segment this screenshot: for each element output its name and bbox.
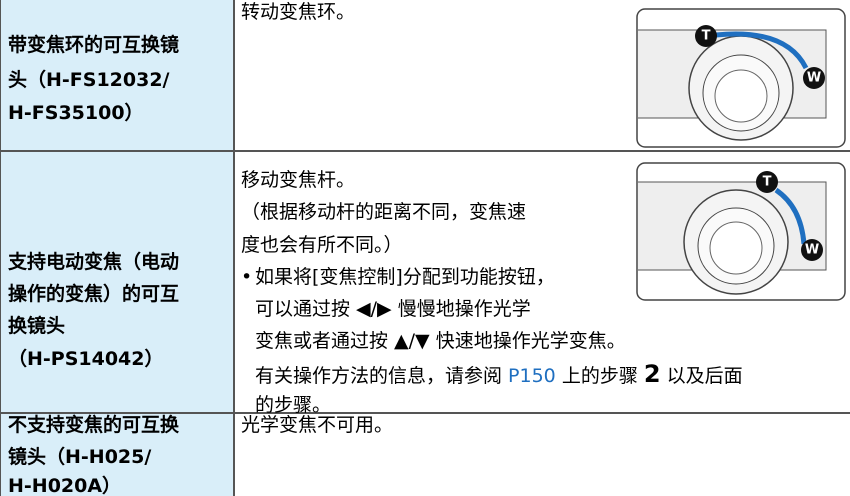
content: 光学变焦不可用。: [241, 414, 394, 436]
zoom-mark: T: [763, 175, 772, 190]
label: 不支持变焦的可互换: [8, 414, 180, 436]
content: 度也会有所不同。）: [241, 234, 403, 256]
page-link[interactable]: P150: [508, 365, 556, 387]
content: 如果将[变焦控制]分配到功能按钮，: [255, 266, 555, 288]
note: 的步骤。: [255, 394, 332, 416]
label: 换镜头: [8, 315, 66, 337]
content: 移动变焦杆。: [241, 169, 356, 191]
zoom-mark: T: [702, 29, 711, 44]
label: 镜头（H-H025/: [8, 446, 152, 468]
label: 操作的变焦）的可互: [8, 283, 180, 305]
note: 有关操作方法的信息，请参阅 P150 上的步骤 2 以及后面: [255, 362, 743, 388]
content: 变焦或者通过按 ▲/▼ 快速地操作光学变焦。: [255, 330, 626, 352]
border: [233, 0, 235, 496]
label-cell: [0, 0, 233, 150]
illustration: T W: [636, 8, 846, 148]
zoom-mark: W: [805, 243, 819, 258]
content: （根据移动杆的距离不同，变焦速: [241, 201, 527, 223]
bullet: •: [241, 266, 253, 288]
label: H-H020A）: [8, 475, 122, 496]
zoom-mark: W: [807, 71, 821, 86]
label-cell: [0, 414, 233, 496]
label: H-FS35100）: [8, 102, 144, 124]
note-text: 上的步骤: [555, 365, 644, 387]
note-text: 以及后面: [660, 365, 743, 387]
border: [0, 150, 850, 152]
content: 转动变焦环。: [241, 1, 356, 23]
label: （H-PS14042）: [8, 348, 164, 370]
note-text: 有关操作方法的信息，请参阅: [255, 365, 509, 387]
label: 支持电动变焦（电动: [8, 251, 180, 273]
label: 带变焦环的可互换镜: [8, 34, 180, 56]
illustration: T W: [636, 162, 846, 301]
label: 头（H-FS12032/: [8, 69, 170, 91]
content: 可以通过按 ◀/▶ 慢慢地操作光学: [255, 298, 531, 320]
border: [0, 0, 1, 496]
label-cell: [0, 152, 233, 412]
border: [0, 412, 850, 414]
step-number: 2: [643, 360, 661, 388]
